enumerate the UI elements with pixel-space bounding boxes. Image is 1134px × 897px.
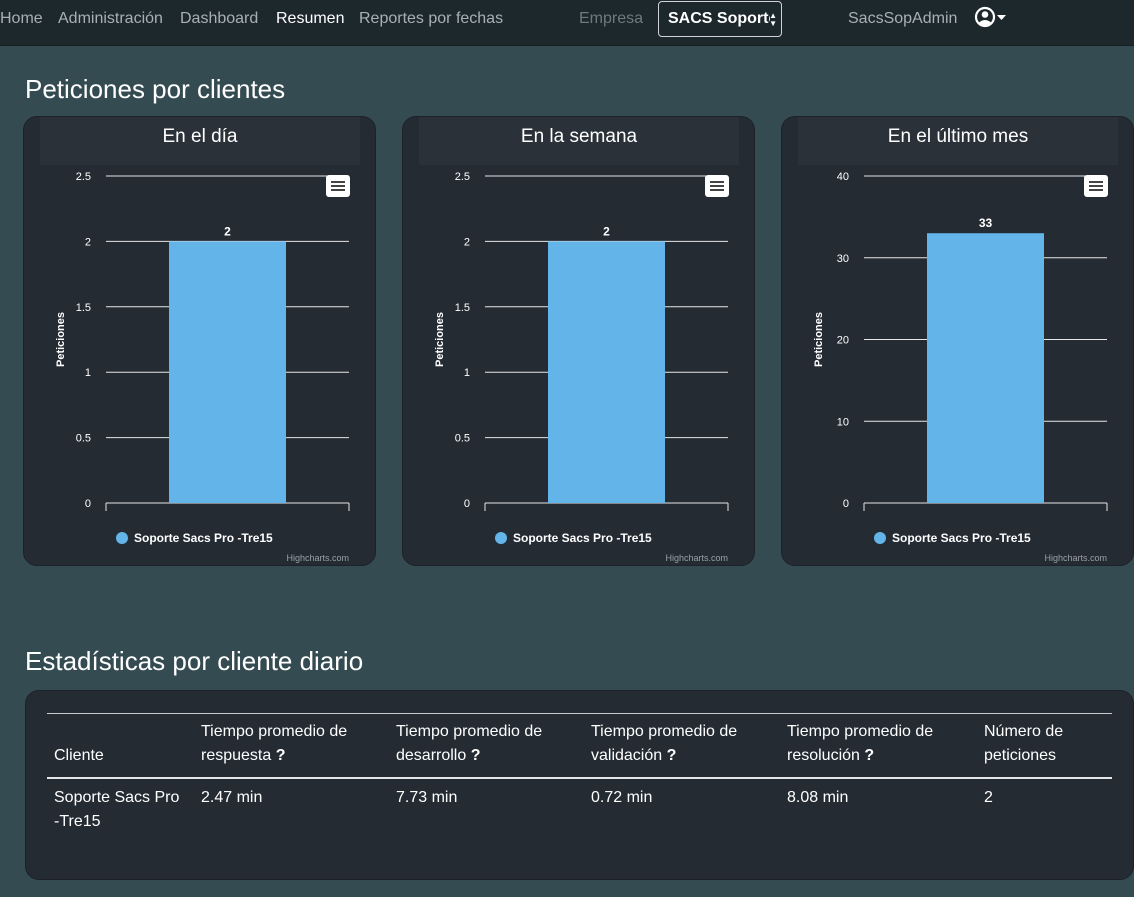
- section-title-estadisticas: Estadísticas por cliente diario: [25, 646, 364, 676]
- bar: [169, 241, 286, 503]
- help-icon[interactable]: ?: [275, 747, 286, 764]
- y-tick-label: 1.5: [76, 302, 91, 314]
- hamburger-menu-icon[interactable]: [326, 175, 350, 197]
- y-tick-label: 1.5: [455, 302, 470, 314]
- help-icon[interactable]: ?: [864, 747, 875, 764]
- nav-dashboard[interactable]: Dashboard: [180, 10, 259, 27]
- highcharts-credits[interactable]: Highcharts.com: [1044, 553, 1107, 563]
- nav-reportes-por-fechas[interactable]: Reportes por fechas: [359, 10, 504, 27]
- th-peticiones: Número de peticiones: [984, 720, 1063, 768]
- th-resolucion: Tiempo promedio de resolución ?: [787, 720, 933, 768]
- y-tick-label: 0: [85, 498, 91, 510]
- th-desarrollo: Tiempo promedio de desarrollo ?: [396, 720, 542, 768]
- cell-respuesta: 2.47 min: [201, 789, 263, 806]
- stats-table-card: Cliente Tiempo promedio de respuesta ? T…: [25, 690, 1134, 880]
- th-line2: peticiones: [984, 747, 1057, 764]
- chart-header: En el último mes: [798, 117, 1118, 165]
- th-cliente: Cliente: [54, 744, 104, 768]
- chart-header: En la semana: [419, 117, 739, 165]
- th-line2: desarrollo: [396, 747, 467, 764]
- data-label: 2: [603, 224, 610, 238]
- th-cliente-label: Cliente: [54, 747, 104, 764]
- y-axis-label: Peticiones: [813, 312, 825, 367]
- user-circle-icon[interactable]: [974, 6, 1008, 30]
- table-header-border: [47, 777, 1112, 779]
- y-tick-label: 0.5: [455, 433, 470, 445]
- top-navbar: Home Administración Dashboard Resumen Re…: [0, 0, 1134, 46]
- data-label: 2: [224, 224, 231, 238]
- hamburger-menu-icon[interactable]: [1084, 175, 1108, 197]
- th-line1: Tiempo promedio de: [201, 723, 348, 740]
- bar: [548, 241, 665, 503]
- chart-card-dia: En el día 0 0.5 1 1.5 2 2.5 Peticiones 2 Soporte…: [23, 116, 376, 566]
- chart-card-semana: En la semana 0 0.5 1 1.5 2 2.5 Peticiones 2 Sopo…: [402, 116, 755, 566]
- help-icon[interactable]: ?: [666, 747, 677, 764]
- cell-resolucion: 8.08 min: [787, 789, 849, 806]
- legend-item: Soporte Sacs Pro -Tre15: [892, 531, 1031, 545]
- th-line1: Tiempo promedio de: [787, 723, 934, 740]
- chart-svg-mes: 0 10 20 30 40 Peticiones 33 Soporte Sacs Pro -T…: [813, 171, 1108, 545]
- y-tick-label: 1: [464, 367, 470, 379]
- chart-svg-semana: 0 0.5 1 1.5 2 2.5 Peticiones 2 Soporte Sacs Pro …: [434, 171, 729, 545]
- th-line2: resolución: [787, 747, 860, 764]
- chart-card-mes: En el último mes 0 10 20 30 40 Peticiones 33 So…: [781, 116, 1134, 566]
- hamburger-menu-icon[interactable]: [705, 175, 729, 197]
- y-tick-label: 0.5: [76, 433, 91, 445]
- bar: [927, 233, 1044, 503]
- y-tick-label: 0: [464, 498, 470, 510]
- caret-down-icon: [997, 15, 1006, 20]
- y-tick-label: 0: [843, 498, 849, 510]
- cell-peticiones: 2: [984, 789, 993, 806]
- chart-title: En la semana: [520, 126, 638, 147]
- nav-home[interactable]: Home: [0, 10, 43, 27]
- th-line1: Tiempo promedio de: [396, 723, 543, 740]
- chart-title: En el último mes: [887, 126, 1029, 147]
- chart-svg-dia: 0 0.5 1 1.5 2 2.5 Peticiones 2 Soporte Sacs Pro …: [55, 171, 350, 545]
- y-tick-label: 20: [837, 335, 849, 347]
- table-row-cliente: Soporte Sacs Pro -Tre15: [54, 786, 179, 834]
- y-tick-label: 30: [837, 253, 849, 265]
- th-line1: Número de: [984, 723, 1064, 740]
- empresa-select[interactable]: SACS Soporte ▲ ▼: [658, 1, 782, 37]
- y-tick-label: 40: [837, 171, 849, 183]
- y-axis-label: Peticiones: [55, 312, 67, 367]
- y-tick-label: 2: [464, 236, 470, 248]
- select-arrows-icon: ▲ ▼: [769, 11, 777, 28]
- legend-marker: [874, 532, 886, 544]
- th-line1: Tiempo promedio de: [591, 723, 738, 740]
- legend-item: Soporte Sacs Pro -Tre15: [513, 531, 652, 545]
- user-name[interactable]: SacsSopAdmin: [848, 10, 958, 27]
- y-tick-label: 2.5: [455, 171, 470, 183]
- nav-administracion[interactable]: Administración: [58, 10, 163, 27]
- th-respuesta: Tiempo promedio de respuesta ?: [201, 720, 347, 768]
- cell-validacion: 0.72 min: [591, 789, 653, 806]
- nav-resumen[interactable]: Resumen: [276, 10, 345, 27]
- chart-title: En el día: [162, 126, 238, 147]
- highcharts-credits[interactable]: Highcharts.com: [286, 553, 349, 563]
- y-tick-label: 2: [85, 236, 91, 248]
- help-icon[interactable]: ?: [470, 747, 481, 764]
- cell-desarrollo: 7.73 min: [396, 789, 458, 806]
- legend-item: Soporte Sacs Pro -Tre15: [134, 531, 273, 545]
- section-title-peticiones: Peticiones por clientes: [25, 74, 286, 104]
- cell-cliente-line2: -Tre15: [54, 813, 101, 830]
- th-validacion: Tiempo promedio de validación ?: [591, 720, 737, 768]
- legend-marker: [495, 532, 507, 544]
- y-axis-label: Peticiones: [434, 312, 446, 367]
- highcharts-credits[interactable]: Highcharts.com: [665, 553, 728, 563]
- table-top-border: [47, 713, 1112, 714]
- data-label: 33: [979, 216, 993, 230]
- chart-header: En el día: [40, 117, 360, 165]
- y-tick-label: 10: [837, 416, 849, 428]
- cell-cliente-line1: Soporte Sacs Pro: [54, 789, 180, 806]
- th-line2: respuesta: [201, 747, 272, 764]
- empresa-label: Empresa: [579, 10, 644, 27]
- legend-marker: [116, 532, 128, 544]
- th-line2: validación: [591, 747, 663, 764]
- y-tick-label: 1: [85, 367, 91, 379]
- empresa-selected-value: SACS Soporte: [668, 10, 770, 27]
- y-tick-label: 2.5: [76, 171, 91, 183]
